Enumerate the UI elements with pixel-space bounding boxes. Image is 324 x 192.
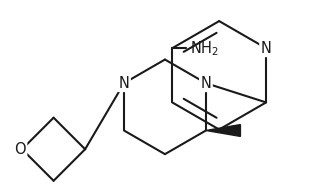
- Text: NH$_2$: NH$_2$: [190, 39, 219, 58]
- Text: O: O: [14, 142, 26, 157]
- Polygon shape: [206, 125, 240, 136]
- Text: N: N: [201, 76, 211, 91]
- Text: N: N: [119, 76, 129, 91]
- Text: N: N: [261, 41, 272, 56]
